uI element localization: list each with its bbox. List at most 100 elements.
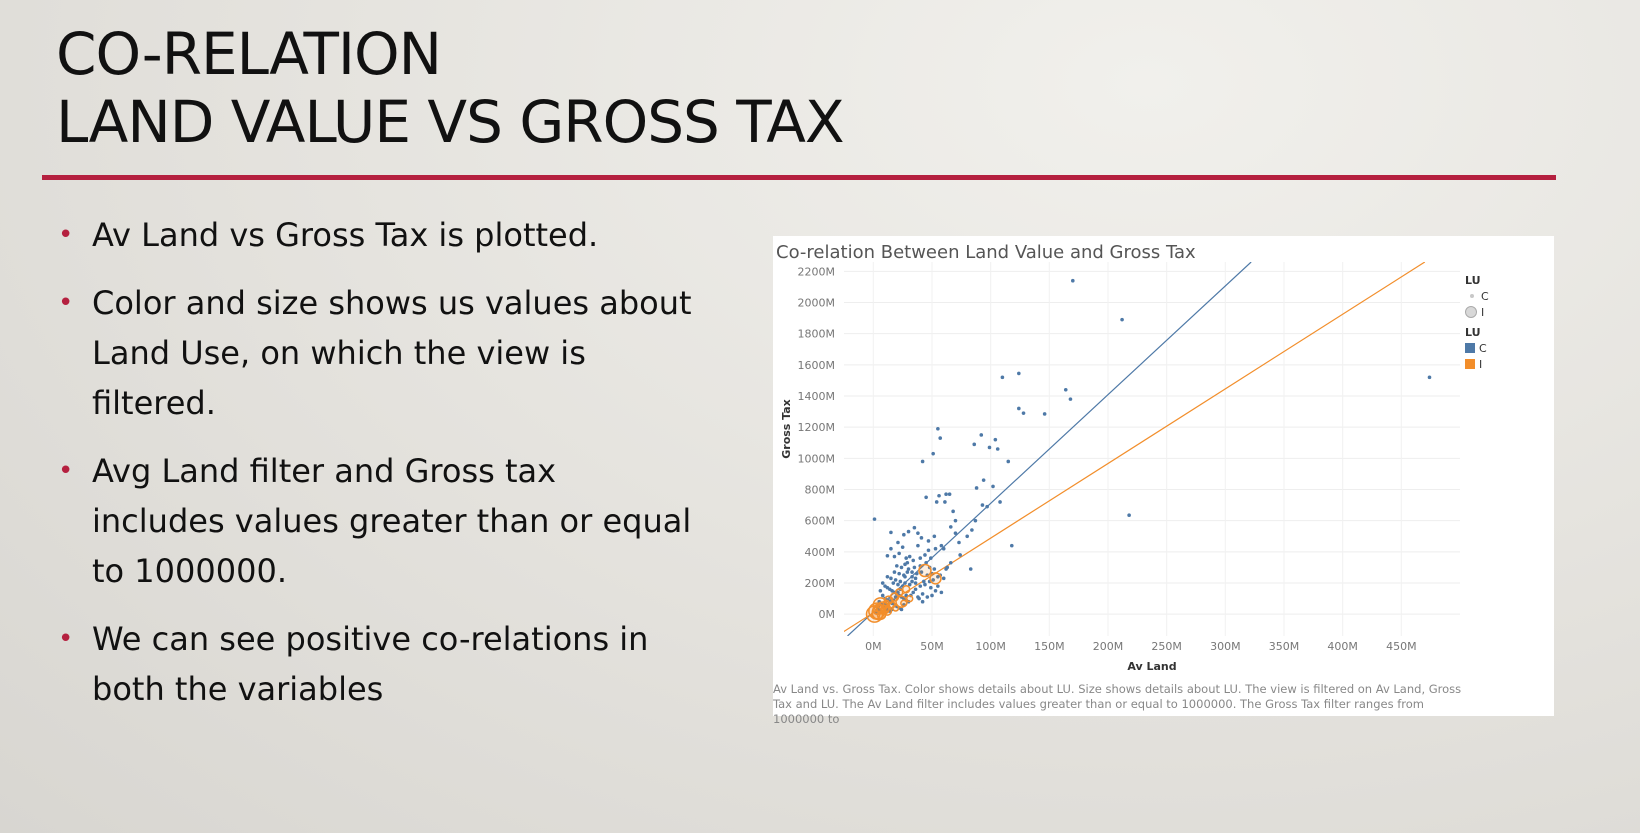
data-point-c — [1063, 387, 1068, 392]
data-point-c — [921, 579, 926, 584]
data-point-c — [937, 493, 941, 498]
legend-size-title: LU — [1465, 274, 1481, 287]
data-point-c — [889, 530, 893, 535]
chart-caption: Av Land vs. Gross Tax. Color shows detai… — [773, 682, 1462, 726]
data-point-c — [980, 503, 985, 507]
bullet-item: • Color and size shows us values about La… — [56, 278, 696, 428]
data-point-c — [981, 478, 986, 482]
chart-legend: LU C I LU C I — [1465, 274, 1505, 372]
slide-title-line-1: CO-RELATION — [56, 20, 442, 88]
data-point-c — [923, 582, 927, 587]
data-point-c — [931, 451, 935, 456]
chart-plot: 2200M 2000M 1800M 1600M 1400M 1200M 1000M 800M 6… — [780, 262, 1460, 673]
x-tick-label: 200M — [1093, 640, 1124, 653]
slide-title: CO-RELATION LAND VALUE VS GROSS TAX — [56, 20, 845, 156]
data-point-c — [889, 546, 893, 551]
bullet-item: • Av Land vs Gross Tax is plotted. — [56, 210, 696, 260]
data-point-c — [918, 584, 923, 588]
bullet-item: • We can see positive co-relations in bot… — [56, 614, 696, 714]
data-point-c — [912, 565, 917, 570]
data-point-c — [910, 570, 914, 574]
data-point-c — [920, 459, 925, 464]
data-point-c — [1068, 397, 1073, 401]
data-point-c — [941, 576, 946, 581]
data-point-c — [893, 578, 898, 582]
legend-size-label: C — [1481, 289, 1489, 303]
bullet-item: • Avg Land filter and Gross tax includes … — [56, 446, 696, 596]
data-point-c — [914, 571, 919, 576]
data-point-c — [910, 574, 914, 579]
data-point-c — [896, 540, 900, 545]
data-point-c — [998, 500, 1002, 504]
data-point-c — [905, 560, 910, 565]
data-point-c — [885, 574, 890, 579]
y-axis-label: Gross Tax — [780, 399, 793, 459]
data-point-i — [918, 563, 932, 578]
data-point-c — [907, 582, 912, 587]
data-point-c — [903, 581, 907, 585]
data-point-c — [941, 546, 946, 551]
data-point-c — [916, 543, 920, 548]
bullet-text: Av Land vs Gross Tax is plotted. — [92, 216, 599, 254]
data-point-c — [898, 579, 903, 584]
legend-color-item: C — [1465, 340, 1505, 356]
data-point-c — [911, 558, 916, 563]
data-point-c — [938, 436, 943, 440]
legend-size-large-icon — [1465, 306, 1477, 318]
data-point-c — [932, 534, 937, 539]
data-point-c — [936, 584, 940, 588]
data-point-c — [1006, 459, 1011, 464]
data-point-c — [902, 532, 906, 537]
data-point-c — [1120, 317, 1124, 322]
data-point-c — [944, 492, 948, 496]
data-point-c — [911, 590, 916, 595]
data-point-c — [895, 564, 899, 568]
y-tick-label: 1400M — [798, 390, 836, 403]
data-point-c — [904, 556, 908, 560]
data-point-c — [948, 525, 953, 529]
y-tick-label: 1800M — [798, 328, 836, 341]
title-divider — [42, 175, 1556, 180]
data-point-c — [985, 504, 989, 509]
legend-size-item: C — [1465, 288, 1505, 304]
y-tick-label: 1600M — [798, 359, 836, 372]
data-point-c — [953, 518, 958, 523]
data-point-c — [925, 595, 930, 599]
data-point-c — [918, 556, 923, 560]
data-point-c — [920, 592, 925, 596]
data-point-i — [929, 572, 942, 585]
data-point-c — [892, 570, 897, 574]
legend-color-label: C — [1479, 341, 1487, 355]
data-point-c — [903, 574, 907, 579]
bullet-dot-icon: • — [58, 456, 74, 486]
data-point-c — [899, 565, 904, 570]
legend-swatch-c — [1465, 343, 1475, 353]
legend-color-label: I — [1479, 357, 1483, 371]
bullet-text: We can see positive co-relations in both… — [92, 620, 649, 708]
data-point-c — [913, 576, 918, 581]
data-point-c — [907, 554, 912, 559]
data-point-c — [970, 528, 974, 532]
x-tick-label: 400M — [1327, 640, 1358, 653]
data-point-c — [889, 576, 893, 581]
y-tick-label: 200M — [805, 577, 836, 590]
data-point-c — [917, 596, 921, 601]
data-point-c — [892, 554, 897, 559]
legend-swatch-i — [1465, 359, 1475, 369]
x-tick-label: 250M — [1151, 640, 1182, 653]
data-point-c — [939, 590, 944, 595]
data-point-c — [951, 509, 955, 514]
data-point-c — [974, 486, 979, 490]
data-point-c — [1017, 406, 1021, 411]
data-point-c — [916, 531, 920, 535]
y-tick-label: 800M — [805, 484, 836, 497]
data-point-c — [943, 500, 947, 504]
data-point-c — [987, 445, 992, 450]
y-tick-label: 2000M — [798, 297, 836, 310]
data-point-c — [957, 540, 961, 545]
x-tick-label: 300M — [1210, 640, 1241, 653]
y-tick-label: 600M — [805, 515, 836, 528]
y-tick-label: 400M — [805, 546, 836, 559]
data-point-c — [1071, 278, 1075, 283]
data-point-c — [913, 587, 918, 592]
